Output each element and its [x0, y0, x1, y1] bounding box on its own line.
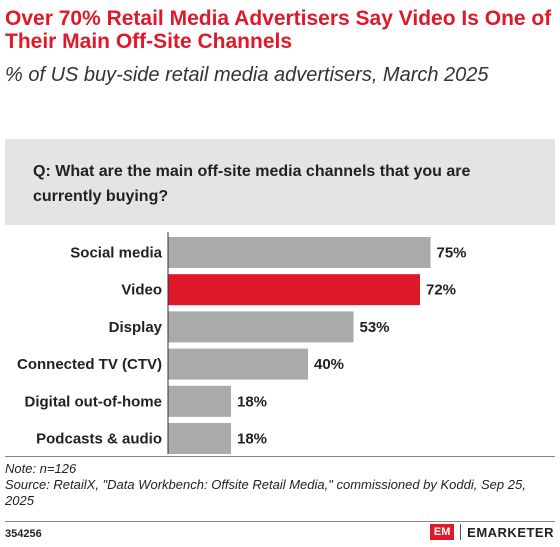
- footer-divider: [5, 456, 555, 457]
- value-label: 18%: [237, 393, 267, 410]
- chart-code: 354256: [5, 528, 42, 540]
- bar-connected-tv-ctv: [168, 348, 308, 380]
- value-label: 18%: [237, 431, 267, 448]
- value-label: 72%: [426, 282, 456, 299]
- question-box: Q: What are the main off-site media chan…: [5, 139, 555, 225]
- note-text: Note: n=126: [5, 461, 77, 476]
- bar-chart: Social media 75% Video 72% Display 53% Connect…: [17, 232, 467, 454]
- value-label: 75%: [437, 245, 467, 262]
- value-label: 53%: [360, 319, 390, 336]
- category-label: Video: [121, 282, 162, 299]
- footer-divider-bottom: [5, 521, 555, 522]
- source-text: Source: RetailX, "Data Workbench: Offsit…: [5, 477, 526, 508]
- category-label: Connected TV (CTV): [17, 356, 162, 373]
- bar-social-media: [168, 237, 431, 268]
- question-text: Q: What are the main off-site media chan…: [33, 163, 471, 205]
- chart-subtitle: % of US buy-side retail media advertiser…: [5, 64, 489, 86]
- chart-title: Over 70% Retail Media Advertisers Say Vi…: [5, 7, 552, 53]
- brand-divider: [460, 524, 462, 540]
- bar-podcasts-audio: [168, 423, 231, 454]
- emarketer-logo-icon: EM: [430, 524, 455, 540]
- category-label: Podcasts & audio: [36, 431, 162, 448]
- footnote: Note: n=126 Source: RetailX, "Data Workb…: [5, 461, 550, 509]
- bar-digital-out-of-home: [168, 385, 231, 417]
- category-label: Display: [109, 319, 163, 336]
- bar-video: [168, 274, 420, 306]
- bar-display: [168, 311, 354, 343]
- brand-name: EMARKETER: [467, 524, 554, 540]
- category-label: Social media: [70, 245, 162, 262]
- value-label: 40%: [314, 356, 344, 373]
- brand: EM EMARKETER: [430, 524, 554, 540]
- category-label: Digital out-of-home: [25, 393, 162, 410]
